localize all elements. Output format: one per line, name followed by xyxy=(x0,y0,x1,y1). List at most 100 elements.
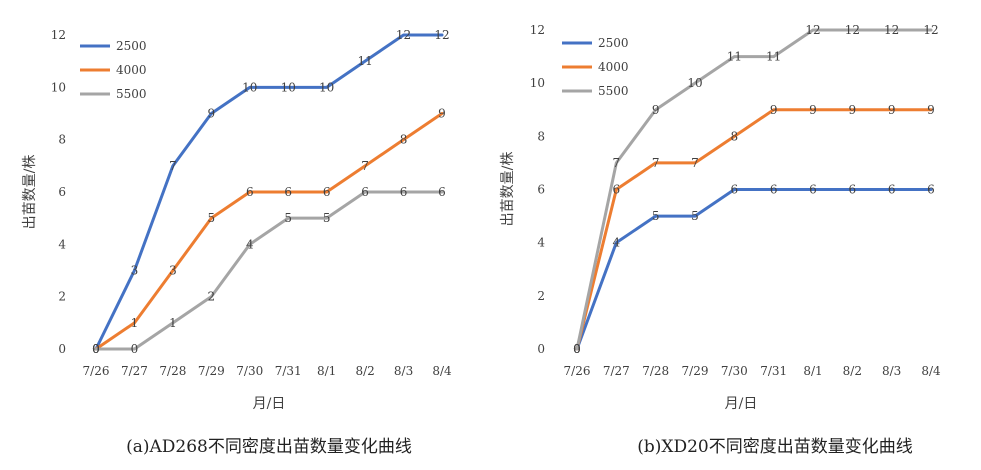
data-label: 5 xyxy=(652,209,660,223)
y-axis-title: 出苗数量/株 xyxy=(22,155,38,230)
data-label: 6 xyxy=(400,185,408,199)
y-tick-label: 8 xyxy=(58,133,66,147)
data-label: 9 xyxy=(849,103,857,117)
x-tick-label: 8/2 xyxy=(843,364,862,378)
data-label: 0 xyxy=(131,342,139,356)
data-label: 4 xyxy=(246,237,254,251)
x-axis-title: 月/日 xyxy=(253,396,286,412)
y-tick-label: 10 xyxy=(530,76,545,90)
data-label: 10 xyxy=(242,80,257,94)
x-tick-label: 8/3 xyxy=(882,364,901,378)
data-label: 3 xyxy=(169,264,177,278)
y-tick-label: 10 xyxy=(51,80,66,94)
data-label: 6 xyxy=(731,183,739,197)
legend-label: 2500 xyxy=(598,36,629,50)
data-label: 10 xyxy=(687,76,702,90)
data-label: 10 xyxy=(281,80,296,94)
data-label: 5 xyxy=(284,211,292,225)
data-label: 12 xyxy=(805,23,820,37)
data-label: 6 xyxy=(438,185,446,199)
y-tick-label: 12 xyxy=(51,28,66,42)
legend-label: 5500 xyxy=(598,84,629,98)
data-label: 3 xyxy=(131,264,139,278)
x-tick-label: 8/3 xyxy=(394,364,413,378)
data-label: 5 xyxy=(691,209,699,223)
y-axis-title: 出苗数量/株 xyxy=(500,152,516,227)
data-label: 11 xyxy=(727,50,742,64)
y-tick-label: 4 xyxy=(58,237,66,251)
y-tick-label: 8 xyxy=(537,129,545,143)
y-tick-label: 12 xyxy=(530,23,545,37)
data-label: 11 xyxy=(766,50,781,64)
data-label: 0 xyxy=(92,342,100,356)
data-label: 12 xyxy=(396,28,411,42)
y-tick-label: 6 xyxy=(58,185,66,199)
data-label: 6 xyxy=(361,185,369,199)
x-tick-label: 7/31 xyxy=(275,364,302,378)
x-tick-label: 8/1 xyxy=(803,364,822,378)
data-label: 6 xyxy=(323,185,331,199)
data-label: 1 xyxy=(131,316,139,330)
series-line-2500 xyxy=(94,33,444,351)
chart-b: 0 2 4 6 8 10 12 7/26 7/27 7/28 7/29 7/30 7/31 8/1 8/2 8… xyxy=(500,23,941,457)
x-tick-label: 8/4 xyxy=(921,364,941,378)
data-label: 7 xyxy=(691,156,699,170)
data-label: 12 xyxy=(884,23,899,37)
series-line-5500 xyxy=(575,28,933,351)
data-label: 9 xyxy=(927,103,935,117)
data-label: 1 xyxy=(169,316,177,330)
y-tick-label: 2 xyxy=(537,289,545,303)
data-label: 5 xyxy=(208,211,216,225)
data-label: 6 xyxy=(284,185,292,199)
legend-label: 4000 xyxy=(598,60,629,74)
series-line-4000 xyxy=(94,112,444,351)
data-label: 6 xyxy=(927,183,935,197)
y-tick-label: 4 xyxy=(537,236,545,250)
x-tick-label: 7/29 xyxy=(198,364,225,378)
data-label: 12 xyxy=(923,23,938,37)
data-label: 0 xyxy=(92,342,100,356)
data-label: 0 xyxy=(573,342,581,356)
data-label: 6 xyxy=(613,183,621,197)
data-label: 4 xyxy=(613,236,621,250)
series-line-5500 xyxy=(94,190,444,351)
data-label: 10 xyxy=(319,80,334,94)
data-label: 9 xyxy=(888,103,896,117)
data-label: 7 xyxy=(361,159,369,173)
data-label: 9 xyxy=(652,103,660,117)
data-label: 6 xyxy=(770,183,778,197)
data-label: 0 xyxy=(573,342,581,356)
x-tick-label: 7/27 xyxy=(603,364,630,378)
legend-label: 5500 xyxy=(116,87,147,101)
series-line-2500 xyxy=(575,188,933,351)
data-label: 7 xyxy=(613,156,621,170)
data-label: 9 xyxy=(809,103,817,117)
data-label: 8 xyxy=(400,133,408,147)
figure-caption: (b)XD20不同密度出苗数量变化曲线 xyxy=(637,437,913,457)
data-label: 7 xyxy=(169,159,177,173)
x-tick-label: 7/28 xyxy=(642,364,669,378)
data-label: 12 xyxy=(434,28,449,42)
data-label: 11 xyxy=(357,54,372,68)
x-tick-label: 7/30 xyxy=(236,364,263,378)
data-label: 0 xyxy=(573,342,581,356)
x-tick-label: 8/1 xyxy=(317,364,336,378)
y-tick-label: 0 xyxy=(537,342,545,356)
data-label: 9 xyxy=(208,107,216,121)
data-label: 2 xyxy=(208,290,216,304)
x-axis-title: 月/日 xyxy=(725,396,758,412)
x-tick-label: 7/27 xyxy=(121,364,148,378)
data-label: 6 xyxy=(809,183,817,197)
data-label: 6 xyxy=(888,183,896,197)
data-label: 6 xyxy=(246,185,254,199)
series-line-4000 xyxy=(575,108,933,351)
figure-caption: (a)AD268不同密度出苗数量变化曲线 xyxy=(126,437,412,457)
data-label: 9 xyxy=(438,107,446,121)
legend-label: 4000 xyxy=(116,63,147,77)
data-label: 0 xyxy=(92,342,100,356)
y-tick-label: 0 xyxy=(58,342,66,356)
x-tick-label: 8/4 xyxy=(432,364,452,378)
x-tick-label: 7/30 xyxy=(721,364,748,378)
